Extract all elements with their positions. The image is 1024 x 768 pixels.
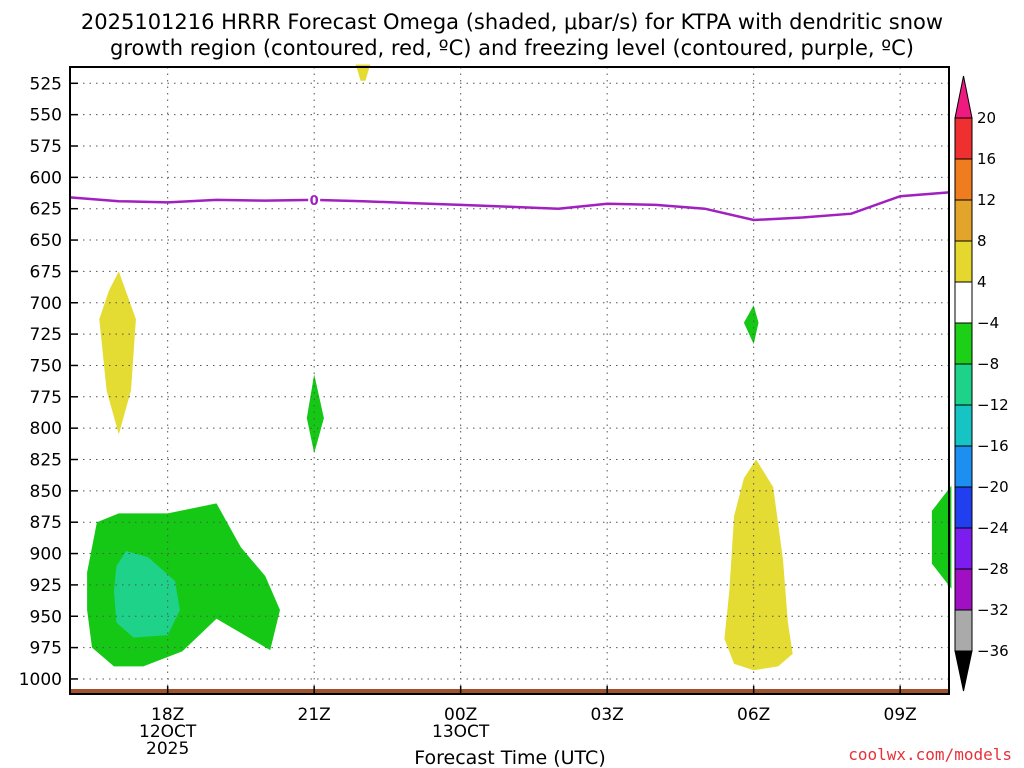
x-tick-label-2-1: 13OCT (432, 722, 490, 742)
y-tick-label-850: 850 (30, 482, 62, 502)
colorbar-label-5: −4 (977, 314, 999, 332)
y-tick-label-650: 650 (30, 231, 62, 251)
colorbar-segment-9 (954, 486, 973, 529)
omega-shading (70, 64, 952, 694)
colorbar-label-10: −24 (977, 519, 1009, 537)
x-tick-label-1-0: 21Z (298, 705, 331, 725)
y-tick-label-825: 825 (30, 451, 62, 471)
colorbar-top-arrow (954, 75, 973, 119)
y-tick-label-700: 700 (30, 294, 62, 314)
x-tick-label-4-0: 06Z (737, 705, 770, 725)
y-tick-label-975: 975 (30, 639, 62, 659)
colorbar-label-2: 12 (977, 191, 996, 209)
y-tick-label-600: 600 (30, 168, 62, 188)
plot-grid (70, 67, 949, 694)
omega-region-yellow-06z (724, 459, 793, 671)
colorbar-segment-5 (954, 322, 973, 365)
colorbar-label-12: −32 (977, 601, 1009, 619)
colorbar-label-0: 20 (977, 109, 996, 127)
colorbar-label-13: −36 (977, 642, 1009, 660)
y-tick-label-775: 775 (30, 388, 62, 408)
y-tick-label-875: 875 (30, 513, 62, 533)
y-tick-label-575: 575 (30, 137, 62, 157)
y-tick-label-925: 925 (30, 576, 62, 596)
colorbar-segment-10 (954, 527, 973, 570)
x-tick-label-0-0: 18Z (151, 705, 184, 725)
y-tick-label-950: 950 (30, 607, 62, 627)
colorbar-segment-8 (954, 445, 973, 488)
colorbar-segment-1 (954, 158, 973, 201)
y-tick-label-900: 900 (30, 545, 62, 565)
x-tick-label-0-1: 12OCT (139, 722, 197, 742)
colorbar-label-4: 4 (977, 273, 987, 291)
y-tick-label-750: 750 (30, 356, 62, 376)
y-tick-label-625: 625 (30, 200, 62, 220)
colorbar-label-11: −28 (977, 560, 1009, 578)
colorbar-label-3: 8 (977, 232, 987, 250)
colorbar-segment-2 (954, 199, 973, 242)
x-tick-label-0-2: 2025 (146, 739, 189, 759)
chart-title-line-1: 2025101216 HRRR Forecast Omega (shaded, … (81, 10, 943, 34)
y-tick-label-1000: 1000 (19, 670, 62, 690)
colorbar-segment-7 (954, 404, 973, 447)
x-tick-label-5-0: 09Z (884, 705, 917, 725)
y-tick-label-725: 725 (30, 325, 62, 345)
freezing-level-contour: 0 (69, 190, 950, 222)
freezing-level-line (69, 191, 950, 222)
x-tick-label-3-0: 03Z (591, 705, 624, 725)
colorbar-segment-0 (954, 117, 973, 160)
colorbar-label-6: −8 (977, 355, 999, 373)
omega-region-green-right (931, 485, 952, 589)
y-axis: 525 550 575 600 625 650 675 700 725 750 775 800 825 8… (19, 74, 78, 690)
omega-region-green-06z (743, 305, 759, 345)
colorbar-segment-11 (954, 568, 973, 611)
freezing-level-label-bg (308, 190, 321, 209)
colorbar-segment-4 (954, 281, 973, 324)
omega-region-green-21z (306, 374, 324, 454)
credit-text: coolwx.com/models (848, 745, 1012, 764)
surface-band (70, 688, 949, 694)
x-axis-label: Forecast Time (UTC) (414, 747, 605, 768)
plot-frame (69, 66, 950, 695)
colorbar-segment-6 (954, 363, 973, 406)
y-tick-label-800: 800 (30, 419, 62, 439)
colorbar-label-9: −20 (977, 478, 1009, 496)
y-tick-label-550: 550 (30, 106, 62, 126)
colorbar-bottom-arrow (954, 650, 973, 692)
colorbar-segment-12 (954, 609, 973, 652)
colorbar-segment-3 (954, 240, 973, 283)
freezing-level-label: 0 (310, 194, 319, 209)
y-tick-label-525: 525 (30, 74, 62, 94)
omega-region-yellow-left (99, 271, 136, 435)
y-tick-label-675: 675 (30, 262, 62, 282)
chart-title-line-2: growth region (contoured, red, ºC) and f… (110, 36, 914, 60)
omega-region-teal-lowleft (114, 551, 180, 638)
omega-region-yellow-top (355, 64, 371, 81)
colorbar-label-1: 16 (977, 150, 996, 168)
x-tick-label-2-0: 00Z (444, 705, 477, 725)
colorbar: 20 16 12 8 4 −4 −8 −12 −16 −20 −24 −28 −32 −36 (954, 75, 1009, 692)
colorbar-label-7: −12 (977, 396, 1009, 414)
colorbar-label-8: −16 (977, 437, 1009, 455)
